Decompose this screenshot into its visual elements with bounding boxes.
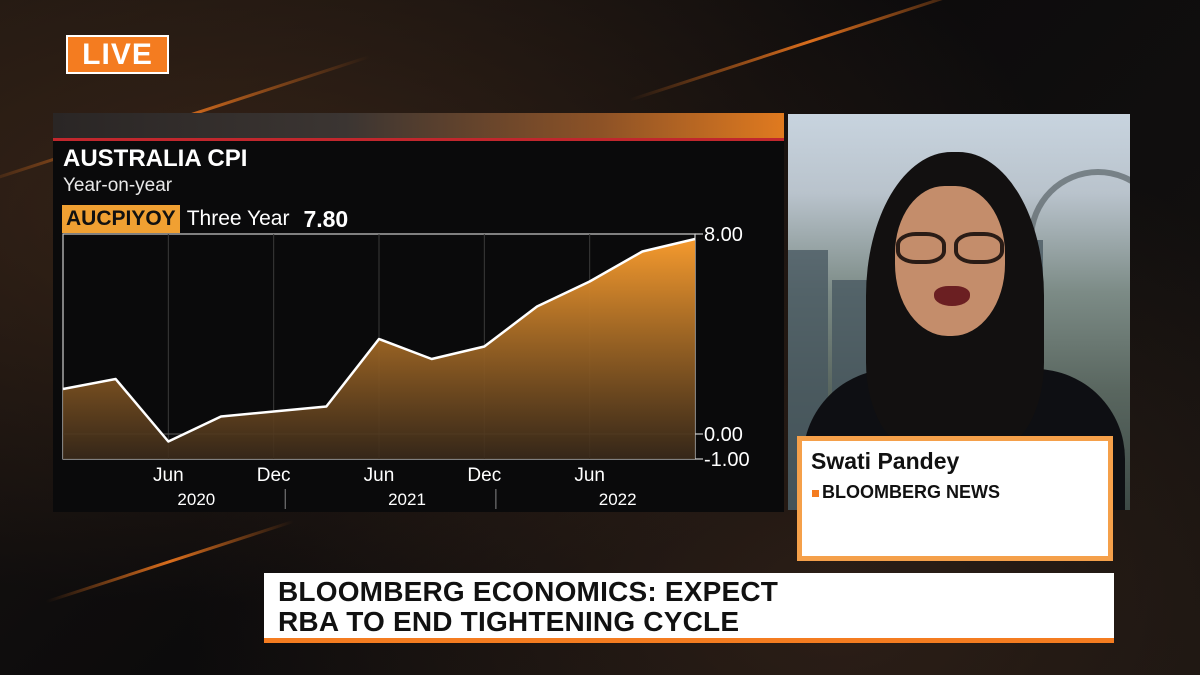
ticker-last-value: 7.80 xyxy=(303,205,349,232)
presenter-mouth xyxy=(934,286,970,306)
ticker-row: AUCPIYOY Three Year 7.80 xyxy=(62,205,348,233)
speaker-lower-third: Swati Pandey BLOOMBERG NEWS xyxy=(797,436,1113,561)
speaker-org-bullet xyxy=(812,490,819,497)
x-year-label: 2021 xyxy=(388,490,426,509)
x-tick-label: Dec xyxy=(467,465,501,486)
chart-panel: AUSTRALIA CPI Year-on-year AUCPIYOY Thre… xyxy=(53,113,784,512)
speaker-name: Swati Pandey xyxy=(811,448,960,474)
chart-top-bar xyxy=(53,113,784,138)
y-tick-label: 0.00 xyxy=(704,424,743,446)
cpi-area xyxy=(63,239,695,459)
live-badge: LIVE xyxy=(66,35,169,74)
x-year-label: 2022 xyxy=(599,490,637,509)
x-tick-label: Jun xyxy=(574,465,605,486)
y-tick-label: 8.00 xyxy=(704,224,743,246)
headline-banner: BLOOMBERG ECONOMICS: EXPECT RBA TO END T… xyxy=(264,573,1114,643)
cpi-chart: 8.00 0.00 -1.00 Jun Dec Jun Dec Jun 2020 2021 2022 xyxy=(62,224,750,509)
x-year-label: 2020 xyxy=(177,490,215,509)
chart-title: AUSTRALIA CPI xyxy=(63,145,248,172)
y-tick-label: -1.00 xyxy=(704,449,750,471)
chart-top-line xyxy=(53,138,784,141)
chart-subtitle: Year-on-year xyxy=(63,175,173,196)
ticker-symbol: AUCPIYOY xyxy=(62,205,180,233)
cpi-line xyxy=(62,237,696,443)
x-tick-label: Jun xyxy=(153,465,184,486)
x-tick-label: Dec xyxy=(257,465,291,486)
headline-line-1: BLOOMBERG ECONOMICS: EXPECT xyxy=(278,576,779,607)
speaker-organization: BLOOMBERG NEWS xyxy=(822,482,1000,502)
headline-line-2: RBA TO END TIGHTENING CYCLE xyxy=(278,606,740,637)
presenter-glasses xyxy=(896,232,1008,266)
x-tick-label: Jun xyxy=(364,465,395,486)
ticker-period: Three Year xyxy=(186,207,290,230)
